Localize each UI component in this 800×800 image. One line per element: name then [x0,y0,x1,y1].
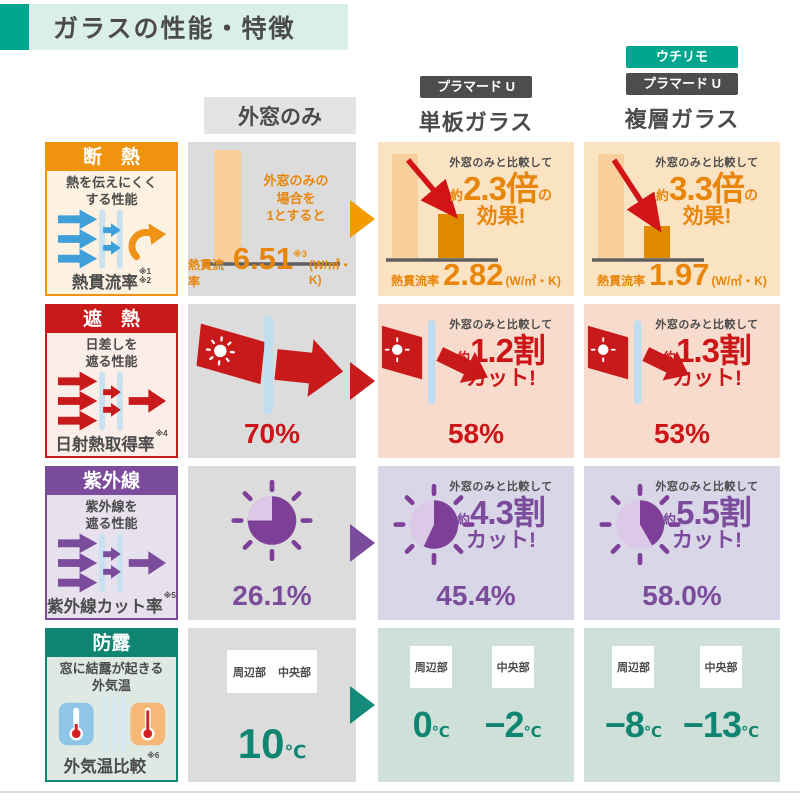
heat-shield-outer-only-cell: 70% [188,304,356,458]
insulation-metric: 熱貫流率 ※1 ※2 [71,266,152,292]
row-heat-shield: 遮 熱 日差しを 遮る性能 日射熱取得率 ※4 [0,304,800,458]
insulation-arrows-icon [56,209,168,269]
double-glass-label: 複層ガラス [624,107,740,132]
heat-shield-arrows-icon [56,371,168,431]
insulation-header: 断 熱 [47,144,176,171]
uv-outer-only-cell: 26.1% [188,466,356,620]
heat-shield-metric-notes: ※4 [155,428,168,438]
uv-double-glass-cell: 外窓のみと比較して 約 5.5割 カット! 58.0% [584,466,780,620]
uv-cut-outer-only: 26.1% [232,580,312,611]
condensation-outer-only-cell: 周辺部 中央部 10℃ [188,628,356,782]
uv-metric-notes: ※5 [163,590,176,600]
heat-shield-single-glass-cell: 外窓のみと比較して 約 1.2割 カット! 58% [378,304,574,458]
temp-value: −13℃ [682,704,760,745]
temp-value: −8℃ [604,704,663,745]
row-insulation: 断 熱 熱を伝えにくく する性能 熱貫流率 ※1 ※2 [0,142,800,296]
insulation-label-card: 断 熱 熱を伝えにくく する性能 熱貫流率 ※1 ※2 [45,142,178,296]
zone-label-center: 中央部 [272,650,317,693]
heat-shield-double-glass-cell: 外窓のみと比較して 約 1.3割 カット! 53% [584,304,780,458]
single-glass-label: 単板ガラス [418,110,534,135]
sun-arrow-icon [196,315,344,415]
bottom-divider [0,791,800,793]
uv-metric: 紫外線カット率 ※5 [47,590,176,616]
zone-label-perimeter: 周辺部 [612,646,655,688]
uv-single-glass-cell: 外窓のみと比較して 約 4.3割 カット! 45.4% [378,466,574,620]
uv-description: 紫外線を 遮る性能 [85,499,138,531]
title-band: ガラスの性能・特徴 [29,4,348,50]
thermometers-icon [56,695,168,753]
comparison-text: 外窓のみと比較して 約 1.2割 カット! [449,319,553,390]
sun-arrow-cut-icon [587,320,689,405]
title-accent-square [0,4,29,50]
row-condensation: 防露 窓に結露が起きる 外気温 [0,628,800,782]
row-uv: 紫外線 紫外線を 遮る性能 紫外線カット率 ※5 [0,466,800,620]
insulation-metric-notes: ※1 ※2 [138,266,152,285]
uv-label-card: 紫外線 紫外線を 遮る性能 紫外線カット率 ※5 [45,466,178,620]
insulation-outer-only-cell: 外窓のみの 場合を 1とすると 熱貫流率 6.51 ※3 (W/㎡・K) [188,142,356,296]
insulation-single-glass-cell: 外窓のみと比較して 約 2.3倍 の 効果! 熱貫流率 2.82 (W/㎡・K) [378,142,574,296]
zone-label-center: 中央部 [700,646,743,688]
condensation-single-glass-cell: 周辺部 0℃ 中央部 −2℃ [378,628,574,782]
heat-shield-label-card: 遮 熱 日差しを 遮る性能 日射熱取得率 ※4 [45,304,178,458]
comparison-text: 外窓のみと比較して 約 3.3倍 の 効果! [655,157,759,228]
solar-gain-outer-only: 70% [243,418,301,449]
heat-shield-metric: 日射熱取得率 ※4 [55,428,168,454]
comparison-text: 外窓のみと比較して 約 2.3倍 の 効果! [449,157,553,228]
u-value-outer-only: 熱貫流率 6.51 ※3 (W/㎡・K) [188,241,352,289]
uv-cut-double-glass: 58.0% [642,580,722,611]
temp-group-center: 中央部 −2℃ [485,646,542,746]
uv-sun-pie-icon [393,483,475,566]
baseline-note: 外窓のみの 場合を 1とすると [263,173,329,224]
zone-label-perimeter: 周辺部 [227,650,272,693]
comparison-text: 外窓のみと比較して 約 1.3割 カット! [655,319,759,390]
uv-arrows-icon [56,533,168,593]
flow-arrow-icon [350,524,375,562]
comparison-text: 外窓のみと比較して 約 4.3割 カット! [449,481,553,552]
uv-cut-single-glass: 45.4% [436,580,516,611]
insulation-double-glass-cell: 外窓のみと比較して 約 3.3倍 の 効果! 熱貫流率 1.97 (W/㎡・K) [584,142,780,296]
temp-value: 0℃ [412,704,450,745]
zone-label-perimeter: 周辺部 [410,646,453,688]
comparison-bar-chart [386,154,498,262]
baseline-bar-chart [204,150,340,266]
plamado-u-badge: プラマード U [420,76,532,98]
condensation-label-card: 防露 窓に結露が起きる 外気温 [45,628,178,782]
u-value-single-glass: 熱貫流率 2.82 (W/㎡・K) [391,257,561,292]
comparison-text: 外窓のみと比較して 約 5.5割 カット! [655,481,759,552]
uv-sun-pie-icon [231,479,313,562]
page-title: ガラスの性能・特徴 [53,15,296,43]
temp-outer-only: 10℃ [237,720,307,767]
comparison-bar-chart [592,154,704,262]
heat-shield-header: 遮 熱 [47,306,176,333]
flow-arrow-icon [350,362,375,400]
u-value-double-glass: 熱貫流率 1.97 (W/㎡・K) [597,257,767,292]
uv-header: 紫外線 [47,468,176,495]
column-header-double-glass: ウチリモ プラマード U 複層ガラス [584,46,780,134]
temp-group-center: 中央部 −13℃ [683,646,759,746]
temp-value: −2℃ [484,704,542,745]
sun-arrow-cut-icon [381,320,488,405]
column-header-outer-window-only: 外窓のみ [204,97,356,134]
flow-arrow-icon [350,200,375,238]
condensation-double-glass-cell: 周辺部 −8℃ 中央部 −13℃ [584,628,780,782]
condensation-metric-notes: ※6 [147,750,160,760]
column-header-single-glass: プラマード U 単板ガラス [378,76,574,137]
solar-gain-single-glass: 58% [447,418,505,449]
temp-group-perimeter: 周辺部 0℃ [410,646,453,746]
plamado-u-badge: プラマード U [626,73,738,95]
zone-labels: 周辺部 中央部 [188,650,356,693]
condensation-header: 防露 [47,630,176,657]
insulation-description: 熱を伝えにくく する性能 [66,175,157,207]
page-title-bar: ガラスの性能・特徴 [0,4,348,50]
uv-sun-pie-icon [599,483,681,566]
temp-group-perimeter: 周辺部 −8℃ [605,646,662,746]
zone-label-center: 中央部 [492,646,535,688]
uchirimo-badge: ウチリモ [626,46,738,68]
heat-shield-description: 日差しを 遮る性能 [85,337,138,369]
condensation-description: 窓に結露が起きる 外気温 [59,661,164,693]
flow-arrow-icon [350,686,375,724]
solar-gain-double-glass: 53% [653,418,711,449]
condensation-metric: 外気温比較 ※6 [63,750,160,776]
